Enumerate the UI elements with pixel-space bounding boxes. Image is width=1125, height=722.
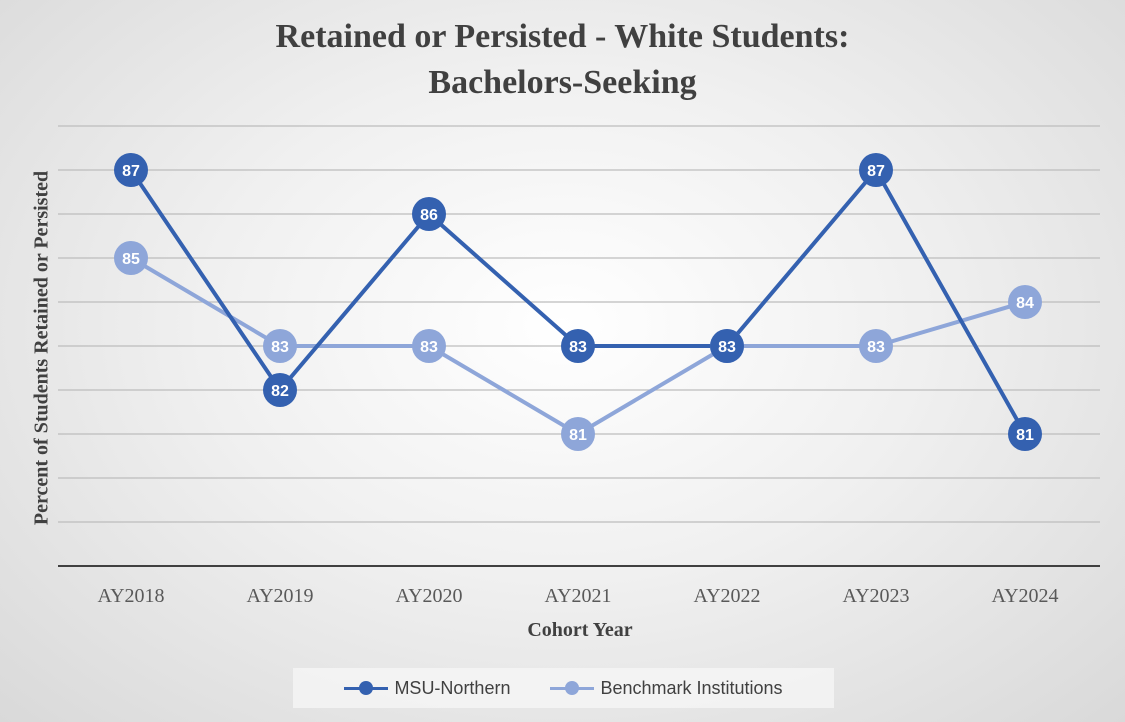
legend-swatch-benchmark	[550, 681, 595, 695]
x-tick-label: AY2023	[842, 585, 909, 607]
data-point	[859, 329, 893, 363]
data-label: 83	[271, 339, 289, 356]
data-label: 83	[420, 339, 438, 356]
data-label: 87	[122, 163, 140, 180]
data-label: 85	[122, 251, 140, 268]
chart-title-line-2: Bachelors-Seeking	[428, 64, 697, 101]
data-label: 87	[867, 163, 885, 180]
chart-title: Retained or Persisted - White Students: …	[0, 14, 1125, 106]
data-label: 86	[420, 207, 438, 224]
legend: MSU-Northern Benchmark Institutions	[293, 668, 834, 708]
data-point	[710, 329, 744, 363]
x-tick-label: AY2022	[693, 585, 760, 607]
legend-item-benchmark: Benchmark Institutions	[550, 677, 783, 699]
data-point	[561, 417, 595, 451]
data-point	[1008, 417, 1042, 451]
data-point	[114, 241, 148, 275]
series-group: 8583838183838487828683838781	[114, 153, 1042, 451]
data-point	[1008, 285, 1042, 319]
legend-label-msu-northern: MSU-Northern	[394, 677, 511, 698]
data-point	[561, 329, 595, 363]
data-label: 81	[1016, 427, 1034, 444]
chart-title-line-1: Retained or Persisted - White Students:	[275, 18, 850, 55]
legend-label-benchmark: Benchmark Institutions	[600, 677, 783, 698]
data-point	[412, 197, 446, 231]
x-axis-label: Cohort Year	[527, 619, 632, 641]
x-tick-label: AY2021	[544, 585, 611, 607]
legend-swatch-msu-northern	[344, 681, 389, 695]
data-point	[114, 153, 148, 187]
x-tick-label: AY2024	[991, 585, 1058, 607]
data-label: 84	[1016, 295, 1034, 312]
data-label: 83	[718, 339, 736, 356]
data-label: 82	[271, 383, 289, 400]
x-tick-label: AY2020	[395, 585, 462, 607]
data-point	[263, 329, 297, 363]
legend-item-msu-northern: MSU-Northern	[344, 678, 510, 699]
x-tick-label: AY2019	[246, 585, 313, 607]
x-tick-label: AY2018	[97, 585, 164, 607]
data-point	[263, 373, 297, 407]
data-label: 83	[867, 339, 885, 356]
x-tick-labels: AY2018 AY2019 AY2020 AY2021 AY2022 AY2023 AY20…	[97, 585, 1058, 607]
data-label: 81	[569, 427, 587, 444]
data-label: 83	[569, 339, 587, 356]
data-point	[412, 329, 446, 363]
data-point	[859, 153, 893, 187]
